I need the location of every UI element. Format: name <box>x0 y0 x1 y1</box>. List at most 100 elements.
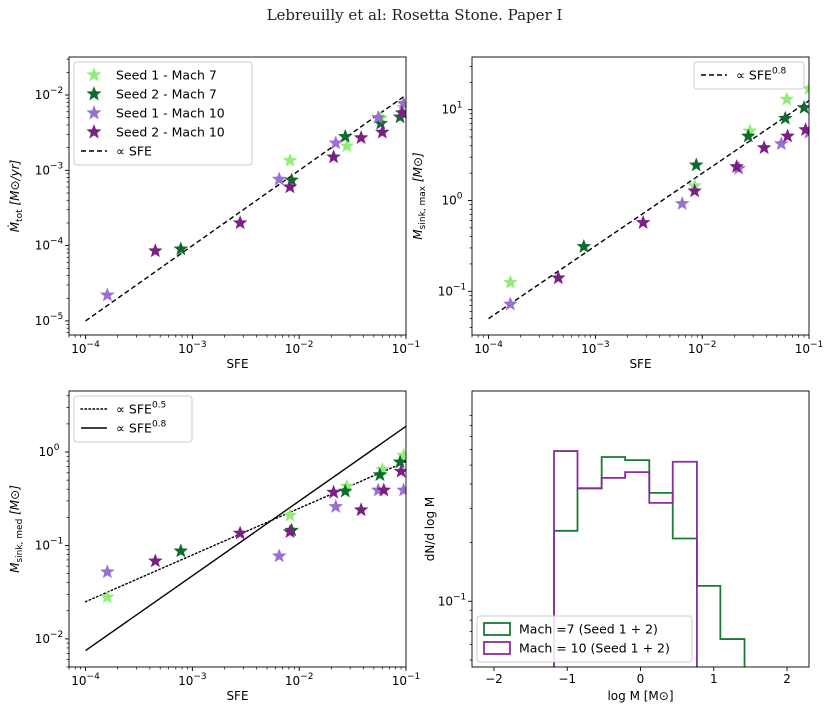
x-axis-label: SFE <box>226 357 248 371</box>
axes-frame <box>471 390 810 668</box>
legend-label: Mach =7 (Seed 1 + 2) <box>519 622 658 637</box>
data-point-star <box>502 296 518 311</box>
y-tick-label: 10−4 <box>35 237 64 253</box>
y-axis-label: Msink, max [M⊙] <box>411 152 428 240</box>
data-point-star <box>374 124 390 139</box>
x-tick-label: 10−2 <box>688 340 717 356</box>
data-point-star <box>396 95 406 110</box>
data-point-star <box>773 136 789 151</box>
x-tick-label: 10−4 <box>71 340 100 356</box>
data-point-star <box>756 140 772 155</box>
legend-a: Seed 1 - Mach 7 Seed 2 - Mach 7 Seed 1 - M… <box>73 61 253 166</box>
data-point-star <box>232 525 248 540</box>
y-tick-label: 10−3 <box>35 161 64 177</box>
data-point-star <box>271 171 287 186</box>
plot-area-c <box>84 425 406 652</box>
x-tick-label: 10−1 <box>392 340 421 356</box>
data-point-star <box>393 463 406 478</box>
histogram-step <box>553 456 746 667</box>
data-point-star <box>729 159 744 174</box>
fit-line-solid <box>85 425 406 652</box>
y-tick-label: 101 <box>441 101 462 117</box>
panel-c: SFE Msink, med [M⊙] ∝ SFE0.5 ∝ SFE0.8 <box>8 390 407 703</box>
x-tick-label: −2 <box>485 672 503 686</box>
y-tick-label: 10−1 <box>438 592 467 608</box>
y-tick-label: 10−1 <box>35 536 64 552</box>
data-point-star <box>687 183 703 198</box>
legend-box <box>73 395 193 443</box>
y-axis-label: Msink, med [M⊙] <box>8 485 25 573</box>
data-point-star <box>271 548 287 563</box>
data-point-star <box>353 502 369 517</box>
data-point-star <box>370 109 386 124</box>
legend-box <box>693 61 805 90</box>
axes-frame <box>68 56 407 336</box>
data-point-star <box>99 589 115 604</box>
legend-c: ∝ SFE0.5 ∝ SFE0.8 <box>73 395 193 443</box>
legend-label: ∝ SFE0.8 <box>736 67 787 83</box>
data-point-star <box>798 122 809 137</box>
legend-box <box>476 615 693 663</box>
axes-frame <box>68 390 407 668</box>
y-tick-label: 10−2 <box>35 86 64 102</box>
data-point-star <box>376 482 392 497</box>
data-point-star <box>147 243 163 258</box>
x-tick-label: 10−2 <box>285 672 314 688</box>
x-axis-label: SFE <box>226 689 248 703</box>
data-point-star <box>339 138 355 153</box>
data-point-star <box>396 482 406 497</box>
legend-b: ∝ SFE0.8 <box>693 61 805 90</box>
data-point-star <box>396 447 406 462</box>
y-tick-label: 10−1 <box>438 282 467 298</box>
data-point-star <box>326 484 341 499</box>
data-point-star <box>779 91 795 106</box>
x-tick-label: 10−3 <box>581 340 610 356</box>
x-axis-label: log M [M⊙] <box>607 689 673 703</box>
data-point-star <box>796 99 809 115</box>
legend-label: Seed 1 - Mach 7 <box>116 68 217 83</box>
y-tick-label: 10−2 <box>35 630 64 646</box>
data-point-star <box>99 287 115 302</box>
data-point-star <box>372 467 388 482</box>
plot-area-d <box>553 450 746 667</box>
data-point-star <box>550 270 566 285</box>
legend-box-marker <box>483 622 511 636</box>
x-tick-label: 10−3 <box>178 672 207 688</box>
panel-a: SFE Ṁtot [M⊙/yr] Seed 1 - Mach 7 Seed 2 - M… <box>7 56 407 371</box>
panel-b: SFE Msink, max [M⊙] ∝ SFE0.8 <box>411 56 810 371</box>
legend-star-marker <box>86 104 102 120</box>
plot-area-b <box>488 80 809 320</box>
data-point-star <box>282 524 298 539</box>
x-tick-label: −1 <box>558 672 576 686</box>
x-tick-label: 1 <box>710 672 718 686</box>
fit-line-dashed <box>85 94 406 322</box>
legend-star-marker <box>86 66 102 82</box>
x-tick-label: 10−1 <box>795 340 824 356</box>
y-tick-label: 10−5 <box>35 312 64 328</box>
legend-d: Mach =7 (Seed 1 + 2) Mach = 10 (Seed 1 + … <box>476 615 693 663</box>
data-point-star <box>780 128 795 143</box>
x-tick-label: 10−3 <box>178 340 207 356</box>
legend-label: ∝ SFE0.8 <box>116 420 167 436</box>
data-point-star <box>337 128 353 143</box>
fit-line-dashed <box>488 100 809 320</box>
data-point-star <box>328 498 344 513</box>
data-point-star <box>337 483 353 498</box>
legend-label: ∝ SFE <box>116 144 152 159</box>
data-point-star <box>173 543 189 558</box>
data-point-star <box>282 152 298 167</box>
data-point-star <box>740 128 756 143</box>
legend-box <box>73 61 253 166</box>
data-point-star <box>353 130 369 145</box>
histogram-step <box>553 450 698 667</box>
x-tick-label: 10−4 <box>71 672 100 688</box>
data-point-star <box>99 564 115 579</box>
data-point-star <box>674 195 690 211</box>
plot-area-a <box>85 94 406 322</box>
legend-label: ∝ SFE0.5 <box>116 401 166 417</box>
data-point-star <box>576 238 592 253</box>
legend-star-marker <box>86 123 102 139</box>
legend-label: Seed 1 - Mach 10 <box>116 106 225 121</box>
axes-frame <box>471 56 810 336</box>
legend-star-marker <box>86 85 102 101</box>
